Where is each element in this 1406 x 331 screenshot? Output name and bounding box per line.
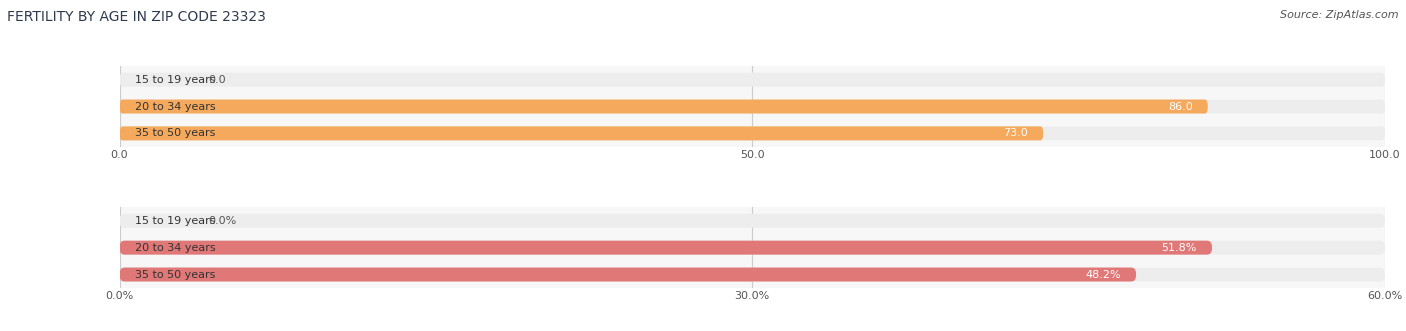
FancyBboxPatch shape	[120, 100, 1208, 114]
FancyBboxPatch shape	[120, 214, 1385, 228]
Text: 20 to 34 years: 20 to 34 years	[135, 102, 215, 112]
Text: 35 to 50 years: 35 to 50 years	[135, 128, 215, 138]
Text: 35 to 50 years: 35 to 50 years	[135, 269, 215, 279]
Text: 73.0: 73.0	[1004, 128, 1028, 138]
FancyBboxPatch shape	[120, 241, 1212, 255]
FancyBboxPatch shape	[120, 267, 1385, 282]
Text: FERTILITY BY AGE IN ZIP CODE 23323: FERTILITY BY AGE IN ZIP CODE 23323	[7, 10, 266, 24]
Text: 0.0%: 0.0%	[208, 216, 236, 226]
FancyBboxPatch shape	[120, 267, 1136, 282]
Text: 20 to 34 years: 20 to 34 years	[135, 243, 215, 253]
Text: 15 to 19 years: 15 to 19 years	[135, 75, 215, 85]
Text: 51.8%: 51.8%	[1161, 243, 1197, 253]
Text: Source: ZipAtlas.com: Source: ZipAtlas.com	[1281, 10, 1399, 20]
Text: 0.0: 0.0	[208, 75, 226, 85]
FancyBboxPatch shape	[120, 241, 1385, 255]
FancyBboxPatch shape	[120, 72, 1385, 87]
FancyBboxPatch shape	[120, 126, 1385, 140]
Text: 48.2%: 48.2%	[1085, 269, 1121, 279]
Text: 86.0: 86.0	[1168, 102, 1192, 112]
FancyBboxPatch shape	[120, 100, 1385, 114]
Text: 15 to 19 years: 15 to 19 years	[135, 216, 215, 226]
FancyBboxPatch shape	[120, 126, 1043, 140]
